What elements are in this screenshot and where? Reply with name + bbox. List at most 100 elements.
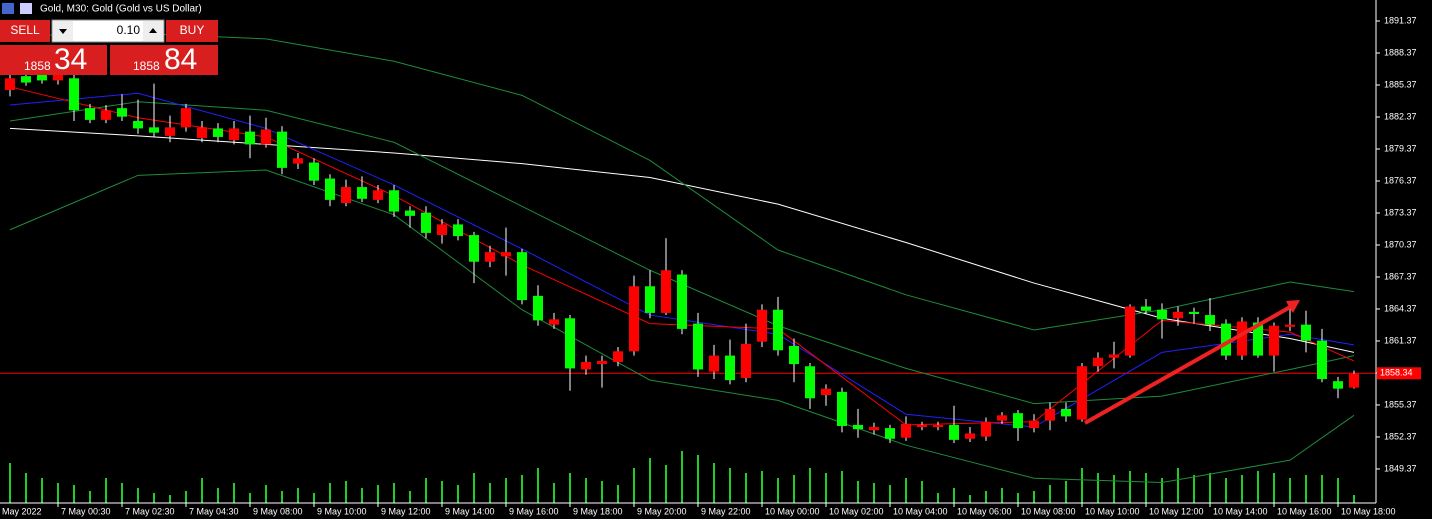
sell-price-box[interactable] bbox=[0, 45, 107, 75]
x-tick-label: 9 May 14:00 bbox=[445, 506, 495, 516]
x-tick-label: 10 May 00:00 bbox=[765, 506, 820, 516]
indicator-line bbox=[9, 169, 1355, 484]
candle-body bbox=[629, 286, 639, 352]
candle-body bbox=[757, 309, 767, 342]
candle-body bbox=[389, 190, 399, 212]
candle-body bbox=[485, 252, 495, 262]
indicator-line bbox=[9, 101, 1355, 405]
y-tick-label: 1861.37 bbox=[1384, 335, 1417, 345]
candle-body bbox=[1173, 311, 1183, 319]
y-tick-label: 1888.37 bbox=[1384, 47, 1417, 57]
candle-body bbox=[789, 345, 799, 365]
y-tick-label: 1879.37 bbox=[1384, 143, 1417, 153]
candle-body bbox=[693, 323, 703, 370]
lot-input[interactable] bbox=[51, 19, 165, 43]
y-tick-label: 1873.37 bbox=[1384, 207, 1417, 217]
candle-body bbox=[1349, 373, 1359, 388]
candle-body bbox=[405, 210, 415, 216]
candle-body bbox=[5, 78, 15, 91]
candle-body bbox=[597, 360, 607, 365]
candle-body bbox=[565, 318, 575, 369]
indicator-line bbox=[9, 92, 1355, 428]
sell-price-main: 1858 bbox=[24, 59, 51, 73]
x-tick-label: 9 May 12:00 bbox=[381, 506, 431, 516]
y-tick-label: 1855.37 bbox=[1384, 399, 1417, 409]
candle-body bbox=[645, 286, 655, 313]
x-tick-label: 10 May 14:00 bbox=[1213, 506, 1268, 516]
x-tick-label: 9 May 22:00 bbox=[701, 506, 751, 516]
candle-body bbox=[725, 355, 735, 381]
y-tick-label: 1849.37 bbox=[1384, 463, 1417, 473]
candle-body bbox=[1157, 309, 1167, 320]
candle-body bbox=[773, 309, 783, 351]
y-tick-label: 1885.37 bbox=[1384, 79, 1417, 89]
buy-button[interactable] bbox=[166, 20, 218, 42]
candle-body bbox=[85, 108, 95, 120]
sell-label[interactable]: SELL bbox=[10, 23, 40, 37]
candle-body bbox=[837, 391, 847, 426]
x-tick-label: 9 May 20:00 bbox=[637, 506, 687, 516]
candle-body bbox=[1045, 408, 1055, 421]
candle-body bbox=[165, 127, 175, 136]
candle-body bbox=[581, 361, 591, 370]
y-tick-label: 1882.37 bbox=[1384, 111, 1417, 121]
candle-body bbox=[1189, 311, 1199, 314]
x-tick-label: 9 May 18:00 bbox=[573, 506, 623, 516]
candle-body bbox=[1077, 366, 1087, 420]
candle-body bbox=[949, 424, 959, 440]
sell-button[interactable] bbox=[0, 20, 50, 42]
lot-value[interactable]: 0.10 bbox=[117, 23, 141, 37]
x-tick-label: 9 May 16:00 bbox=[509, 506, 559, 516]
candle-body bbox=[309, 162, 319, 181]
candle-body bbox=[421, 212, 431, 233]
candle-body bbox=[245, 131, 255, 145]
candle-body bbox=[533, 295, 543, 321]
buy-price-pips: 84 bbox=[164, 43, 197, 76]
candle-body bbox=[1269, 325, 1279, 356]
candle-body bbox=[901, 423, 911, 438]
candle-body bbox=[117, 108, 127, 117]
candle-body bbox=[357, 187, 367, 199]
trend-arrow bbox=[1084, 304, 1293, 425]
y-tick-label: 1870.37 bbox=[1384, 239, 1417, 249]
x-tick-label: 7 May 02:30 bbox=[125, 506, 175, 516]
candle-body bbox=[341, 187, 351, 204]
y-tick-label: 1852.37 bbox=[1384, 431, 1417, 441]
y-tick-label: 1876.37 bbox=[1384, 175, 1417, 185]
candle-body bbox=[917, 424, 927, 428]
window-icon bbox=[2, 3, 14, 14]
candle-body bbox=[1093, 357, 1103, 367]
x-tick-label: 10 May 06:00 bbox=[957, 506, 1012, 516]
buy-label[interactable]: BUY bbox=[180, 23, 205, 37]
y-tick-label: 1864.37 bbox=[1384, 303, 1417, 313]
candle-body bbox=[661, 270, 671, 313]
candle-body bbox=[869, 427, 879, 431]
x-edge-label: May 2022 bbox=[2, 506, 42, 516]
candle-body bbox=[293, 158, 303, 164]
candle-body bbox=[69, 78, 79, 111]
x-tick-label: 10 May 16:00 bbox=[1277, 506, 1332, 516]
candle-body bbox=[981, 421, 991, 437]
buy-price-box[interactable] bbox=[110, 45, 218, 75]
candle-body bbox=[709, 355, 719, 372]
x-tick-label: 10 May 08:00 bbox=[1021, 506, 1076, 516]
lot-increase-icon bbox=[149, 28, 157, 33]
candle-body bbox=[1317, 340, 1327, 380]
x-tick-label: 10 May 10:00 bbox=[1085, 506, 1140, 516]
x-tick-label: 9 May 10:00 bbox=[317, 506, 367, 516]
current-price-label: 1858.34 bbox=[1380, 368, 1413, 378]
candle-body bbox=[805, 366, 815, 399]
candle-body bbox=[677, 274, 687, 329]
indicator-line bbox=[9, 32, 1355, 331]
x-tick-label: 7 May 00:30 bbox=[61, 506, 111, 516]
candle-body bbox=[1061, 408, 1071, 417]
x-tick-label: 10 May 12:00 bbox=[1149, 506, 1204, 516]
candle-body bbox=[1141, 306, 1151, 311]
candle-body bbox=[261, 129, 271, 145]
candle-body bbox=[1285, 324, 1295, 327]
candle-body bbox=[101, 110, 111, 120]
candle-body bbox=[885, 428, 895, 439]
candle-body bbox=[1029, 420, 1039, 429]
candle-body bbox=[741, 343, 751, 378]
